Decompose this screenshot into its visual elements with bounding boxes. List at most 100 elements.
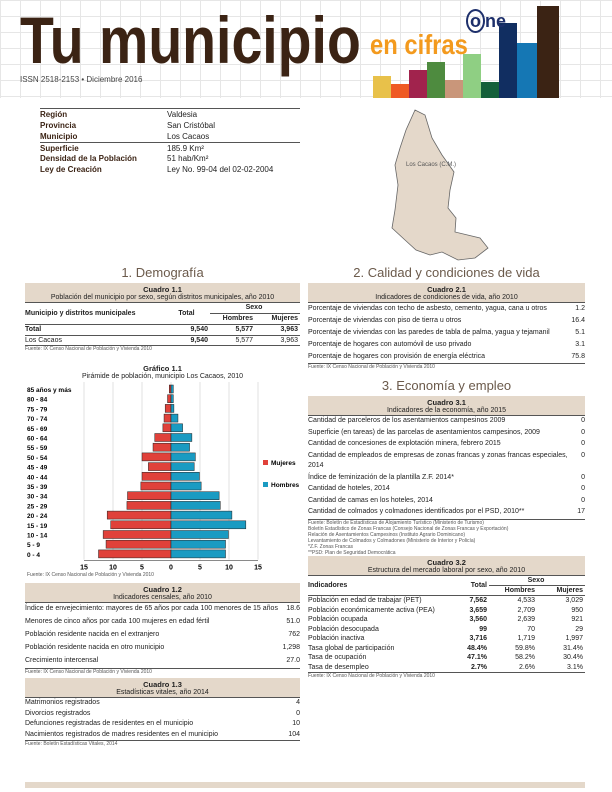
column-header: Indicadores [308,582,348,589]
info-row: Provincia San Cristóbal [40,120,300,131]
bar-hombres [170,481,202,491]
bar-mujeres [126,501,172,510]
age-group-label: 20 - 24 [27,513,48,520]
bar-mujeres [167,394,172,403]
cuadro-1-1: Cuadro 1.1 Población del municipio por se… [25,283,300,352]
bar-mujeres [106,510,172,520]
row-value: 51.0 [286,618,300,625]
table-number: Cuadro 1.1 [143,285,182,294]
table-row: Cantidad de parceleros de los asentamien… [308,416,585,428]
decorative-bar [445,80,463,98]
table-row: Superficie (en tareas) de las parcelas d… [308,428,585,440]
table-row: Población inactiva 3,716 1,719 1,997 [308,634,585,644]
issn-date: ISSN 2518-2153 • Diciembre 2016 [20,75,143,84]
row-label: Porcentaje de viviendas con piso de tier… [308,317,462,324]
cell-value: 1,997 [565,635,583,642]
row-value: 104 [288,730,300,738]
table-source: Relación de Asentamientos Campesinos (In… [308,531,466,538]
cell-value: 58.2% [515,654,535,661]
table-row: Cantidad de camas en los hoteles, 2014 0 [308,496,585,508]
age-group-label: 50 - 54 [27,455,48,462]
bar-hombres [170,539,226,549]
column-header: Sexo [210,303,300,314]
column-header: Mujeres [556,587,583,594]
table-number: Cuadro 3.1 [427,398,466,407]
cell-value: 29 [575,625,583,633]
bar-mujeres [162,423,172,433]
bar-hombres [170,433,193,442]
info-value: 51 hab/Km² [167,154,209,163]
age-group-label: 30 - 34 [27,494,48,501]
table-row: Cantidad de hoteles, 2014 0 [308,484,585,496]
table-number: Cuadro 1.3 [143,680,182,689]
cell-value: 99 [479,625,487,633]
table-source: Fuente: IX Censo Nacional de Población y… [25,669,152,675]
cell-value: 30.4% [563,654,583,661]
info-value: Valdesia [167,110,198,119]
bar-mujeres [164,404,172,413]
population-pyramid: 85 años y más 80 - 84 75 - 79 70 - 74 65 - 6… [27,382,300,572]
column-header: Hombres [504,587,535,594]
bar-mujeres [148,462,172,471]
bar-hombres [170,549,226,559]
bar-hombres [170,423,183,433]
bar-hombres [170,413,179,423]
masthead: Tu municipio en cifras ISSN 2518-2153 • … [0,0,612,98]
table-row: Población económicamente activa (PEA) 3,6… [308,606,585,616]
bar-hombres [170,452,196,462]
age-group-label: 15 - 19 [27,523,48,530]
bar-hombres [170,394,174,403]
x-tick-label: 15 [254,565,262,572]
chart-source: Fuente: IX Censo Nacional de Población y… [27,572,154,578]
age-group-label: 45 - 49 [27,465,48,472]
bar-mujeres [154,433,172,442]
table-row: Matrimonios registrados 4 [25,698,300,709]
row-label: Porcentaje de hogares con provisión de e… [308,353,486,360]
table-title: Indicadores de la economía, año 2015 [386,407,507,414]
table-title: Estructura del mercado laboral por sexo,… [367,567,526,574]
bar-mujeres [141,452,172,462]
bar-hombres [170,472,200,481]
age-group-label: 60 - 64 [27,436,48,443]
info-value: 185.9 Km² [167,144,204,153]
table-row: Población residente nacida en otro munic… [25,642,300,655]
info-value: Los Cacaos [167,132,210,141]
age-group-label: 0 - 4 [27,552,40,559]
bar-hombres [170,510,233,520]
age-group-label: 80 - 84 [27,397,48,404]
row-label: Índice de envejecimiento: mayores de 65 … [25,605,278,612]
row-label: Población residente nacida en el extranj… [25,631,160,638]
table-row: Cantidad de concesiones de explotación m… [308,439,585,451]
info-row: Densidad de la Población 51 hab/Km² [40,153,300,164]
row-label: Cantidad de concesiones de explotación m… [308,440,501,447]
bar-mujeres [110,520,172,530]
cell-value: 7,562 [469,597,487,604]
publication-title: Tu municipio [20,3,361,77]
bar-hombres [170,501,221,510]
age-group-label: 85 años y más [27,387,72,394]
table-title: Estadísticas vitales, año 2014 [116,689,209,696]
bar-mujeres [98,549,172,559]
info-row: Región Valdesia [40,109,300,120]
row-value: 1.2 [575,305,585,312]
cell-value: 3,716 [469,635,487,642]
row-label: Nacimientos registrados de madres reside… [25,730,218,738]
table-row: Población en edad de trabajar (PET) 7,562… [308,596,585,606]
cell-value: 2,639 [517,616,535,623]
publication-subtitle: en cifras [370,29,468,60]
table-row: Defunciones registradas de residentes en… [25,719,300,730]
row-label: Índice de feminización de la plantilla Z… [308,473,454,481]
cuadro-2-1: Cuadro 2.1 Indicadores de condiciones de … [308,283,585,370]
decorative-bar [391,84,409,98]
row-label: Cantidad de camas en los hoteles, 2014 [308,496,433,504]
row-label: Porcentaje de viviendas con techo de asb… [308,305,547,312]
column-header: Mujeres [271,315,298,322]
table-row: Cantidad de empleados de empresas de zon… [308,451,585,473]
table-title: Población del municipio por sexo, según … [50,294,275,301]
cell-value: 3,963 [280,326,298,333]
table-row: Crecimiento intercensal 27.0 [25,655,300,668]
info-value: Ley No. 99-04 del 02-02-2004 [167,165,274,174]
legend-swatch [263,460,268,465]
cell-value: 48.4% [467,644,487,652]
table-row: Tasa de ocupación 47.1% 58.2% 30.4% [308,653,585,663]
